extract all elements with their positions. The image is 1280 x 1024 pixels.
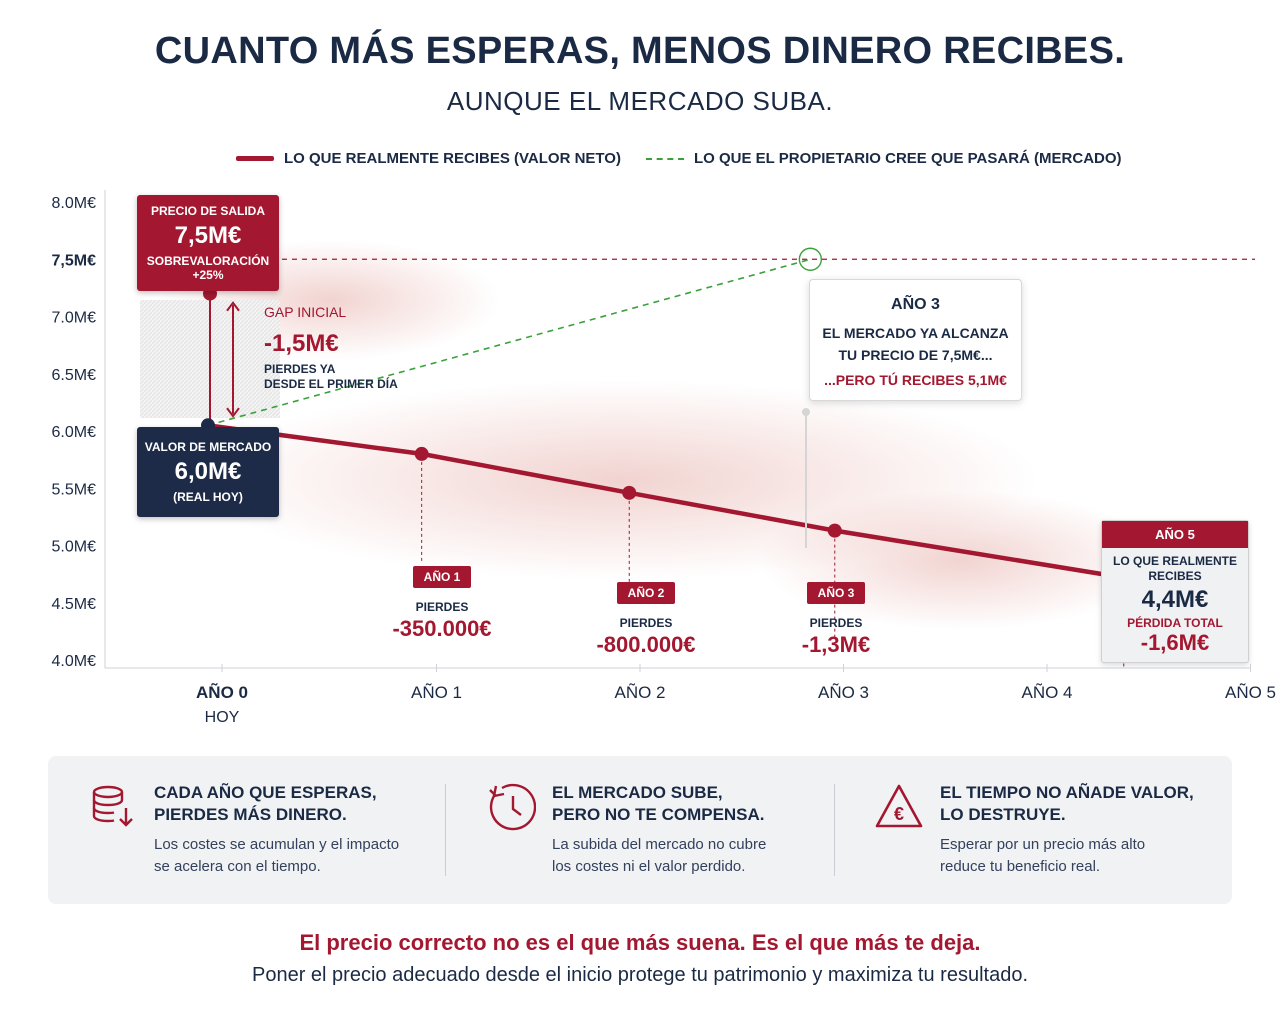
- feature-1-body: Los costes se acumulan y el impacto se a…: [154, 834, 424, 878]
- feature-2-body-line1: La subida del mercado no cubre: [552, 836, 767, 853]
- warning-euro-icon: €: [875, 784, 923, 828]
- overvaluation-pct: +25%: [192, 268, 224, 282]
- legend-label-market: LO QUE EL PROPIETARIO CREE QUE PASARÁ (M…: [694, 150, 1122, 167]
- feature-2-body: La subida del mercado no cubre los coste…: [552, 834, 822, 878]
- feature-1-title-line1: CADA AÑO QUE ESPERAS,: [154, 783, 377, 802]
- feature-3-title-line1: EL TIEMPO NO AÑADE VALOR,: [940, 783, 1194, 802]
- loss-year3: AÑO 3 PIERDES -1,3M€: [774, 582, 898, 658]
- year3-note-line2: TU PRECIO DE 7,5M€...: [838, 347, 993, 363]
- x-tick-label: AÑO 3: [818, 683, 869, 702]
- loss-year1-label: PIERDES: [415, 600, 469, 614]
- year5-label-1: LO QUE REALMENTE: [1112, 554, 1237, 568]
- year5-loss-value: -1,6M€: [1140, 630, 1210, 655]
- feature-1-body-line2: se acelera con el tiempo.: [154, 858, 321, 875]
- legend-swatch-net: [236, 156, 274, 161]
- loss-year2-label: PIERDES: [619, 616, 673, 630]
- svg-text:€: €: [894, 804, 904, 824]
- y-tick-label: 8.0M€: [52, 195, 97, 212]
- feature-divider-1: [445, 784, 446, 876]
- loss-year3-value: -1,3M€: [801, 632, 871, 657]
- net-point: [622, 485, 637, 500]
- overvaluation-label: SOBREVALORACIÓN: [146, 254, 270, 268]
- legend-item-net: LO QUE REALMENTE RECIBES (VALOR NETO): [236, 150, 621, 167]
- y-tick-label: 7.0M€: [52, 310, 97, 327]
- page-title: CUANTO MÁS ESPERAS, MENOS DINERO RECIBES…: [154, 30, 1126, 72]
- y-tick-label: 5.0M€: [52, 539, 97, 556]
- feature-3-title-line2: LO DESTRUYE.: [940, 805, 1066, 824]
- net-point: [414, 446, 429, 461]
- feature-1-body-line1: Los costes se acumulan y el impacto: [154, 836, 400, 853]
- page-subtitle: AUNQUE EL MERCADO SUBA.: [446, 86, 834, 116]
- loss-year1: AÑO 1 PIERDES -350.000€: [380, 566, 504, 642]
- y-tick-label: 4.0M€: [52, 653, 97, 670]
- x-tick-label: AÑO 4: [1021, 683, 1072, 702]
- market-value-value: 6,0M€: [174, 458, 242, 485]
- y-tick-label: 4.5M€: [52, 596, 97, 613]
- y-tick-label: 5.5M€: [52, 481, 97, 498]
- gap-label: GAP INICIAL: [264, 304, 347, 320]
- feature-1-title: CADA AÑO QUE ESPERAS, PIERDES MÁS DINERO…: [154, 782, 434, 826]
- footer-subline: Poner el precio adecuado desde el inicio…: [252, 964, 1028, 986]
- net-point: [827, 523, 842, 538]
- loss-year2-value: -800.000€: [596, 632, 696, 657]
- y-tick-label: 6.5M€: [52, 367, 97, 384]
- x-sub-label: HOY: [205, 709, 240, 726]
- gap-arrow-down-head: [226, 407, 240, 418]
- gap-value: -1,5M€: [264, 330, 339, 357]
- market-value-box: VALOR DE MERCADO 6,0M€ (REAL HOY): [137, 427, 279, 517]
- year3-note-title: AÑO 3: [891, 296, 940, 313]
- feature-panel: CADA AÑO QUE ESPERAS, PIERDES MÁS DINERO…: [48, 756, 1232, 904]
- year5-box: AÑO 5 LO QUE REALMENTE RECIBES 4,4M€ PÉR…: [1101, 520, 1249, 663]
- loss-year2: AÑO 2 PIERDES -800.000€: [584, 582, 708, 658]
- gap-arrow-up-head: [226, 301, 240, 312]
- gap-desc-1: PIERDES YA: [264, 362, 336, 376]
- year5-label-2: RECIBES: [1148, 569, 1202, 583]
- feature-2-title-line1: EL MERCADO SUBE,: [552, 783, 723, 802]
- legend-swatch-market: [646, 157, 684, 160]
- feature-3-title: EL TIEMPO NO AÑADE VALOR, LO DESTRUYE.: [940, 782, 1220, 826]
- loss-year1-value: -350.000€: [392, 616, 492, 641]
- feature-3-body: Esperar por un precio más alto reduce tu…: [940, 834, 1210, 878]
- year3-note: AÑO 3 EL MERCADO YA ALCANZA TU PRECIO DE…: [809, 279, 1022, 401]
- loss-year3-label: PIERDES: [809, 616, 863, 630]
- y-tick-label: 7,5M€: [52, 252, 97, 269]
- feature-3-body-line2: reduce tu beneficio real.: [940, 858, 1101, 875]
- feature-2-title-line2: PERO NO TE COMPENSA.: [552, 805, 765, 824]
- market-value-note: (REAL HOY): [173, 490, 243, 504]
- asking-price-label: PRECIO DE SALIDA: [150, 204, 265, 218]
- market-target-point: [798, 247, 823, 271]
- loss-year2-tag: AÑO 2: [616, 582, 676, 604]
- x-tick-label: AÑO 0: [196, 682, 248, 702]
- loss-year3-tag: AÑO 3: [806, 582, 866, 604]
- gap-desc-2: DESDE EL PRIMER DÍA: [264, 377, 398, 391]
- chart: 8.0M€ 7,5M€ 7.0M€ 6.5M€ 6.0M€ 5.5M€ 5.0M€ 4.5M€…: [52, 190, 1276, 726]
- feature-2-title: EL MERCADO SUBE, PERO NO TE COMPENSA.: [552, 782, 832, 826]
- year5-value: 4,4M€: [1141, 586, 1209, 613]
- feature-1-title-line2: PIERDES MÁS DINERO.: [154, 805, 347, 824]
- feature-3-body-line1: Esperar por un precio más alto: [940, 836, 1146, 853]
- feature-2-body-line2: los costes ni el valor perdido.: [552, 858, 746, 875]
- year5-tag: AÑO 5: [1102, 521, 1248, 548]
- y-tick-label: 6.0M€: [52, 424, 97, 441]
- feature-divider-2: [834, 784, 835, 876]
- x-tick-label: AÑO 2: [614, 683, 665, 702]
- clock-icon: [489, 783, 536, 831]
- year3-note-line3: ...PERO TÚ RECIBES 5,1M€: [824, 372, 1007, 388]
- asking-price-value: 7,5M€: [174, 222, 242, 249]
- legend-item-market: LO QUE EL PROPIETARIO CREE QUE PASARÁ (M…: [646, 150, 1122, 167]
- series-line-market: [207, 258, 811, 427]
- legend-label-net: LO QUE REALMENTE RECIBES (VALOR NETO): [284, 150, 621, 167]
- asking-price-box: PRECIO DE SALIDA 7,5M€ SOBREVALORACIÓN +…: [137, 195, 279, 291]
- year3-note-line1: EL MERCADO YA ALCANZA: [822, 325, 1009, 341]
- market-value-label: VALOR DE MERCADO: [144, 440, 272, 454]
- footer-headline: El precio correcto no es el que más suen…: [299, 930, 981, 955]
- loss-year1-tag: AÑO 1: [412, 566, 472, 588]
- gap-annotation: GAP INICIAL -1,5M€ PIERDES YA DESDE EL P…: [264, 304, 434, 392]
- coins-down-icon: [92, 785, 133, 827]
- x-tick-label: AÑO 5: [1225, 683, 1276, 702]
- year5-loss-label: PÉRDIDA TOTAL: [1127, 616, 1223, 630]
- x-tick-label: AÑO 1: [411, 683, 462, 702]
- year3-note-anchor: [802, 408, 810, 416]
